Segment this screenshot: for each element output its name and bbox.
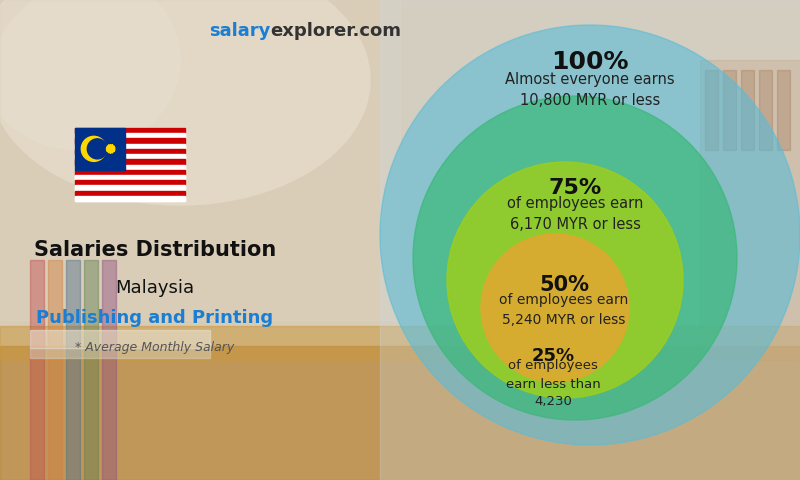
Circle shape [380, 25, 800, 445]
Bar [723, 70, 736, 150]
Text: 25%: 25% [531, 347, 574, 365]
Bar [759, 70, 772, 150]
Bar [75, 138, 185, 144]
Bar [75, 133, 185, 138]
Bar [777, 70, 790, 150]
Text: Almost everyone earns
10,800 MYR or less: Almost everyone earns 10,800 MYR or less [505, 72, 675, 108]
Bar [75, 175, 185, 180]
Bar [48, 260, 62, 480]
Text: of employees earn
5,240 MYR or less: of employees earn 5,240 MYR or less [499, 293, 629, 327]
Bar [741, 70, 754, 150]
Circle shape [481, 234, 629, 382]
Text: Salaries Distribution: Salaries Distribution [34, 240, 276, 260]
Ellipse shape [0, 0, 180, 150]
Text: explorer.com: explorer.com [270, 22, 401, 40]
Bar [75, 196, 185, 201]
Text: salary: salary [209, 22, 270, 40]
Bar [30, 260, 44, 480]
Circle shape [447, 162, 683, 398]
Ellipse shape [0, 0, 370, 205]
Text: of employees
earn less than
4,230: of employees earn less than 4,230 [506, 360, 600, 408]
Text: 100%: 100% [551, 50, 629, 74]
Bar [75, 191, 185, 196]
Circle shape [82, 136, 106, 161]
Bar [84, 260, 98, 480]
Bar [75, 149, 185, 154]
Text: 75%: 75% [548, 178, 602, 198]
Bar [102, 260, 116, 480]
Text: Publishing and Printing: Publishing and Printing [37, 309, 274, 327]
Bar [66, 260, 80, 480]
Bar [0, 326, 800, 360]
Circle shape [413, 96, 737, 420]
Bar [75, 165, 185, 170]
Text: of employees earn
6,170 MYR or less: of employees earn 6,170 MYR or less [507, 196, 643, 232]
Bar [30, 330, 210, 348]
Bar [705, 70, 718, 150]
Bar [0, 346, 800, 480]
Bar [75, 154, 185, 159]
Bar [75, 159, 185, 165]
Circle shape [87, 139, 107, 159]
Bar [700, 60, 800, 360]
Bar [75, 128, 185, 133]
Text: Malaysia: Malaysia [115, 279, 194, 297]
Polygon shape [106, 144, 115, 154]
Bar [75, 128, 125, 170]
Bar [75, 144, 185, 149]
Bar [75, 185, 185, 191]
Text: 50%: 50% [539, 275, 589, 295]
Bar [75, 170, 185, 175]
Text: * Average Monthly Salary: * Average Monthly Salary [75, 341, 234, 355]
Bar [0, 0, 400, 320]
Bar [75, 128, 185, 201]
Bar [380, 0, 800, 480]
Bar [75, 180, 185, 185]
Bar [30, 348, 210, 358]
